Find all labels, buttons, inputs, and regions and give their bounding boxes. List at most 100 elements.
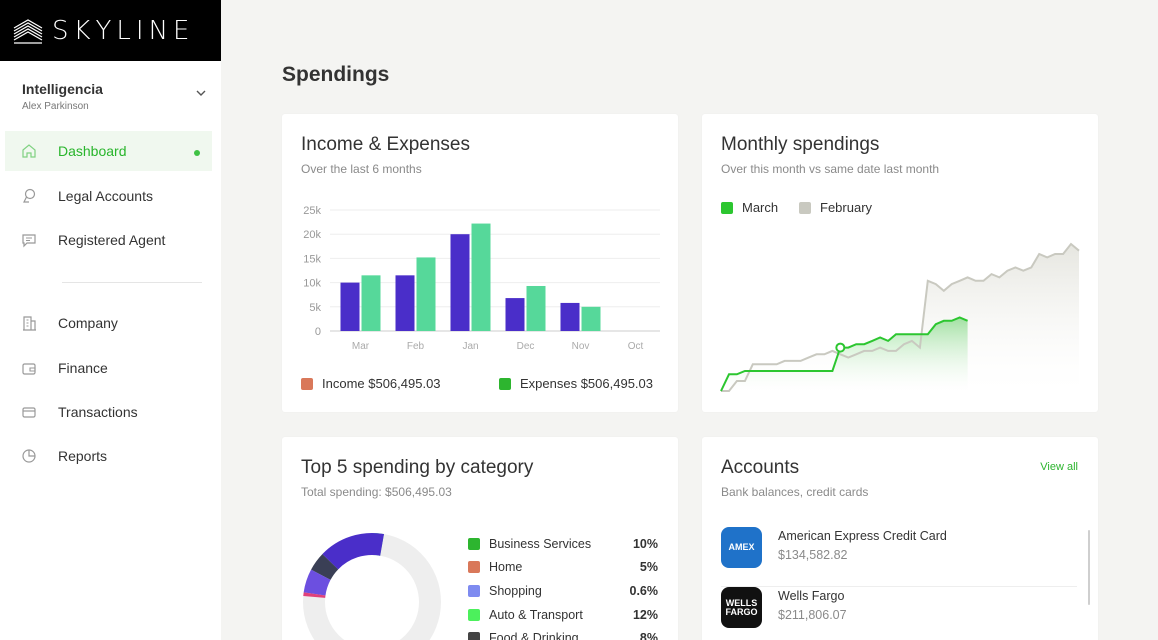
category-percent: 8% bbox=[639, 631, 658, 640]
legend-income: Income $506,495.03 bbox=[301, 376, 441, 391]
x-tick-label: Mar bbox=[352, 341, 370, 352]
legend-swatch bbox=[499, 377, 511, 390]
y-tick-label: 15k bbox=[303, 253, 321, 265]
hover-point bbox=[835, 342, 846, 353]
account-row[interactable]: AMEX American Express Credit Card $134,5… bbox=[721, 527, 1077, 587]
message-icon bbox=[22, 234, 36, 248]
building-icon bbox=[23, 316, 36, 331]
donut-segment bbox=[322, 533, 384, 570]
org-switcher[interactable]: Intelligencia Alex Parkinson bbox=[22, 81, 207, 112]
category-row: Home 5% bbox=[468, 558, 658, 576]
account-balance: $211,806.07 bbox=[778, 608, 847, 622]
income-expenses-chart: 0 5k 10k 15k 20k 25k Mar Feb Jan Dec Nov Oct bbox=[303, 205, 660, 352]
amex-logo-icon: AMEX bbox=[721, 527, 762, 568]
account-row[interactable]: WELLS FARGO Wells Fargo $211,806.07 bbox=[721, 587, 1077, 640]
bar bbox=[471, 223, 491, 331]
sidebar: SKYLINE Intelligencia Alex Parkinson Das… bbox=[0, 0, 221, 640]
category-name: Home bbox=[489, 560, 523, 574]
category-row: Food & Drinking 8% bbox=[468, 629, 658, 640]
top-categories-card: Top 5 spending by category Total spendin… bbox=[282, 437, 678, 640]
category-percent: 10% bbox=[632, 537, 658, 551]
nav-item-label: Dashboard bbox=[58, 143, 127, 159]
card-title: Monthly spendings bbox=[721, 134, 880, 155]
category-name: Business Services bbox=[489, 537, 592, 551]
nav-item-transactions[interactable]: Transactions bbox=[5, 392, 212, 432]
wallet-icon bbox=[22, 363, 36, 375]
category-name: Auto & Transport bbox=[489, 608, 583, 622]
legend-march: March bbox=[721, 200, 778, 215]
x-tick-label: Oct bbox=[628, 341, 644, 352]
nav-item-label: Company bbox=[58, 315, 118, 331]
bar bbox=[361, 275, 381, 331]
monthly-spendings-card: Monthly spendings Over this month vs sam… bbox=[702, 114, 1098, 412]
category-row: Business Services 10% bbox=[468, 535, 658, 553]
skyline-logo-icon bbox=[13, 18, 43, 44]
donut-segment bbox=[303, 569, 331, 596]
category-name: Shopping bbox=[489, 584, 542, 598]
home-icon bbox=[22, 144, 36, 158]
card-title: Accounts bbox=[721, 457, 800, 478]
nav-item-reports[interactable]: Reports bbox=[5, 436, 212, 476]
x-tick-label: Nov bbox=[572, 341, 590, 352]
category-swatch bbox=[468, 561, 480, 573]
account-name: Wells Fargo bbox=[778, 589, 845, 603]
org-user: Alex Parkinson bbox=[22, 101, 89, 112]
nav-item-dashboard[interactable]: Dashboard bbox=[5, 131, 212, 171]
category-percent: 12% bbox=[632, 608, 658, 622]
bar bbox=[581, 306, 601, 331]
bar bbox=[450, 234, 470, 331]
category-swatch bbox=[468, 538, 480, 550]
active-indicator bbox=[194, 150, 200, 156]
bar bbox=[395, 275, 415, 331]
march-area bbox=[721, 317, 968, 391]
account-name: American Express Credit Card bbox=[778, 529, 947, 543]
legend-swatch bbox=[301, 377, 313, 390]
legend-february: February bbox=[799, 200, 872, 215]
brand-logo[interactable]: SKYLINE bbox=[0, 0, 221, 61]
category-percent: 0.6% bbox=[629, 584, 659, 598]
card-subtitle: Over the last 6 months bbox=[301, 162, 422, 176]
category-name: Food & Drinking bbox=[489, 631, 579, 640]
card-icon bbox=[22, 407, 36, 418]
account-balance: $134,582.82 bbox=[778, 548, 848, 562]
category-swatch bbox=[468, 585, 480, 597]
bar bbox=[526, 285, 546, 331]
income-expenses-card: Income & Expenses Over the last 6 months… bbox=[282, 114, 678, 412]
pie-icon bbox=[22, 449, 36, 463]
accounts-card: Accounts Bank balances, credit cards Vie… bbox=[702, 437, 1098, 640]
nav-item-label: Finance bbox=[58, 360, 108, 376]
category-percent: 5% bbox=[639, 560, 658, 574]
nav-item-company[interactable]: Company bbox=[5, 303, 212, 343]
category-swatch bbox=[468, 632, 480, 640]
nav-item-legal-accounts[interactable]: Legal Accounts bbox=[5, 176, 212, 216]
card-title: Top 5 spending by category bbox=[301, 457, 534, 478]
card-title: Income & Expenses bbox=[301, 134, 470, 155]
y-tick-label: 20k bbox=[303, 229, 321, 241]
legend-swatch bbox=[799, 201, 811, 214]
category-row: Auto & Transport 12% bbox=[468, 606, 658, 624]
y-tick-label: 25k bbox=[303, 205, 321, 217]
february-line bbox=[721, 242, 1080, 392]
divider bbox=[721, 586, 1077, 587]
chevron-down-icon bbox=[196, 90, 206, 96]
card-subtitle: Bank balances, credit cards bbox=[721, 485, 869, 499]
legend-label: Income $506,495.03 bbox=[322, 376, 441, 391]
x-tick-label: Feb bbox=[407, 341, 425, 352]
scrollbar[interactable] bbox=[1088, 530, 1090, 605]
legend-swatch bbox=[721, 201, 733, 214]
legend-expenses: Expenses $506,495.03 bbox=[499, 376, 653, 391]
y-tick-label: 5k bbox=[309, 302, 321, 314]
page-title: Spendings bbox=[282, 63, 390, 86]
nav-item-finance[interactable]: Finance bbox=[5, 348, 212, 388]
bar bbox=[560, 302, 580, 331]
org-name: Intelligencia bbox=[22, 81, 103, 97]
category-donut-chart bbox=[303, 533, 441, 640]
nav-divider bbox=[62, 282, 202, 283]
bar bbox=[505, 298, 525, 331]
x-tick-label: Jan bbox=[462, 341, 478, 352]
nav-item-registered-agent[interactable]: Registered Agent bbox=[5, 220, 212, 260]
nav-item-label: Legal Accounts bbox=[58, 188, 153, 204]
brand-name: SKYLINE bbox=[52, 15, 195, 46]
view-all-link[interactable]: View all bbox=[1040, 461, 1078, 473]
category-row: Shopping 0.6% bbox=[468, 582, 658, 600]
